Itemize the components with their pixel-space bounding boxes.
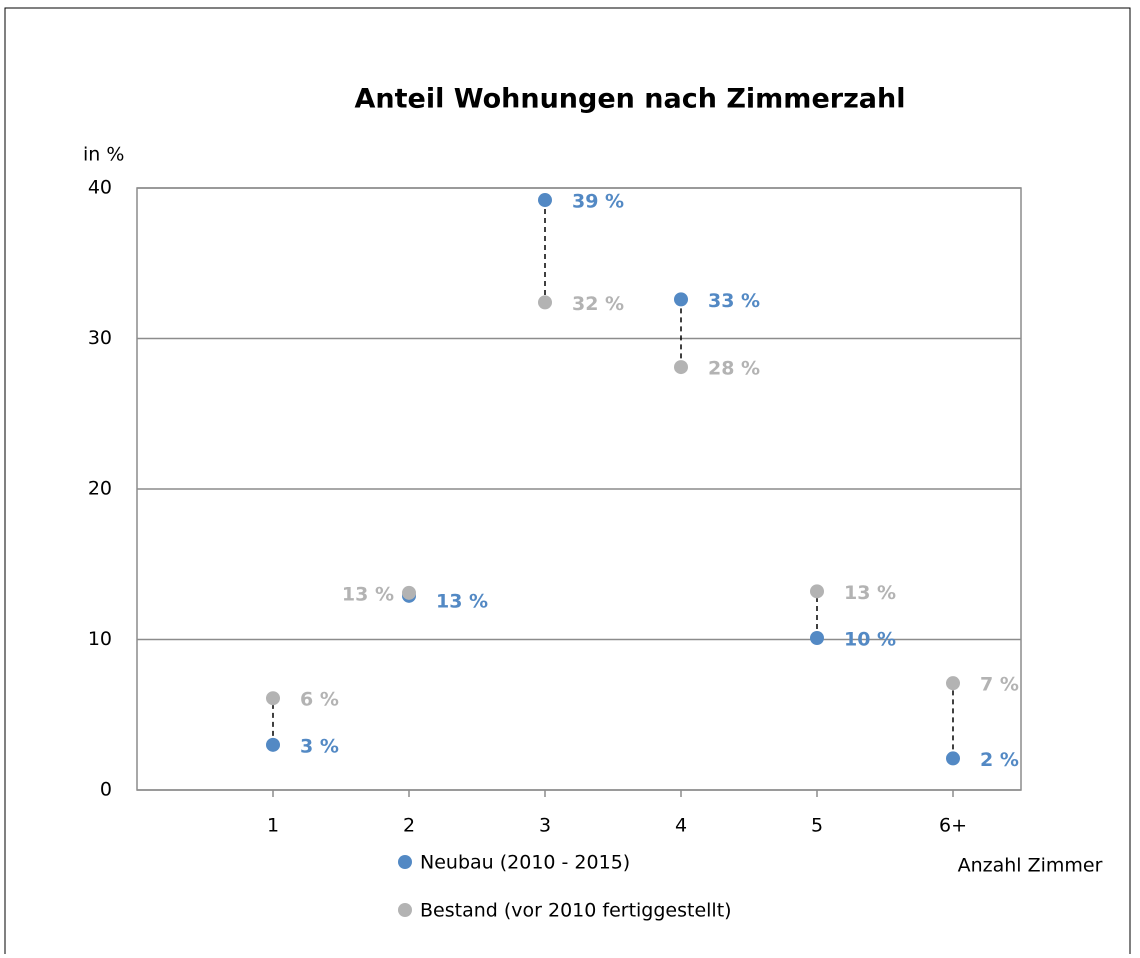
data-label: 2 % <box>980 749 1019 771</box>
data-label: 7 % <box>980 674 1019 696</box>
dot <box>946 676 960 691</box>
x-tick-label: 1 <box>267 815 279 837</box>
dot <box>946 751 960 766</box>
x-tick-label: 4 <box>675 815 687 837</box>
x-tick-label: 5 <box>811 815 823 837</box>
data-label: 28 % <box>708 358 760 380</box>
data-label: 32 % <box>572 293 624 315</box>
legend-label: Neubau (2010 - 2015) <box>420 852 630 874</box>
data-label: 13 % <box>342 583 394 605</box>
dot <box>266 691 280 706</box>
dot <box>266 737 280 752</box>
dot <box>402 585 416 600</box>
data-label: 6 % <box>300 689 339 711</box>
dot <box>538 295 552 310</box>
y-tick-label: 10 <box>88 628 112 650</box>
data-label: 39 % <box>572 191 624 213</box>
x-axis-label: Anzahl Zimmer <box>958 855 1103 877</box>
dot <box>810 630 824 645</box>
x-tick-label: 3 <box>539 815 551 837</box>
y-axis-label: in % <box>83 144 124 166</box>
legend-marker <box>398 855 412 869</box>
dot <box>810 584 824 599</box>
legend-marker <box>398 903 412 917</box>
legend-label: Bestand (vor 2010 fertiggestellt) <box>420 900 732 922</box>
data-label: 13 % <box>844 582 896 604</box>
y-tick-label: 20 <box>88 478 112 500</box>
dot <box>538 193 552 208</box>
dot <box>674 360 688 375</box>
x-tick-label: 2 <box>403 815 415 837</box>
data-label: 33 % <box>708 290 760 312</box>
x-tick-label: 6+ <box>939 815 967 837</box>
y-tick-label: 0 <box>100 779 112 801</box>
data-label: 10 % <box>844 628 896 650</box>
frame <box>4 7 1131 958</box>
plot-border <box>136 187 1022 791</box>
dot <box>674 292 688 307</box>
data-label: 3 % <box>300 735 339 757</box>
y-tick-label: 40 <box>88 177 112 199</box>
chart-title: Anteil Wohnungen nach Zimmerzahl <box>355 84 906 115</box>
data-label: 13 % <box>436 590 488 612</box>
y-tick-label: 30 <box>88 327 112 349</box>
